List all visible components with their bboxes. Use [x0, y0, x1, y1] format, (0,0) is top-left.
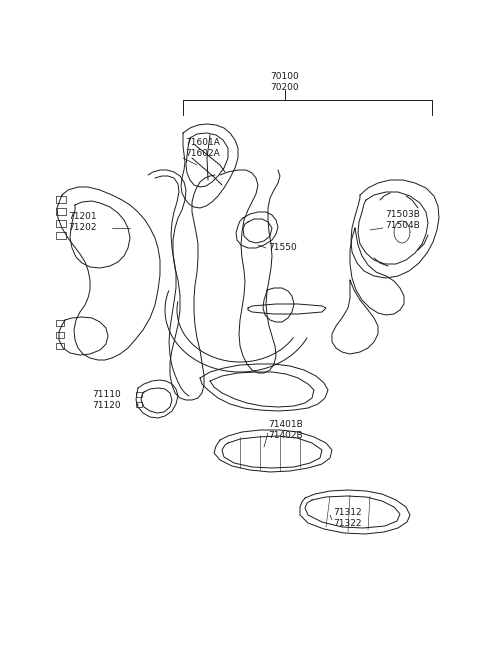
Bar [56, 196, 66, 203]
Bar [56, 343, 64, 349]
Text: 70100
70200: 70100 70200 [271, 72, 300, 92]
Bar [136, 392, 142, 397]
Text: 71201
71202: 71201 71202 [68, 213, 96, 232]
Bar [56, 232, 66, 239]
Text: 71550: 71550 [268, 243, 297, 253]
Text: 71503B
71504B: 71503B 71504B [385, 211, 420, 230]
Bar [136, 402, 142, 407]
Text: 71312
71322: 71312 71322 [333, 508, 361, 527]
Text: 71601A
71602A: 71601A 71602A [185, 138, 220, 157]
Bar [56, 332, 64, 338]
Text: 71110
71120: 71110 71120 [92, 390, 121, 410]
Text: 71401B
71402B: 71401B 71402B [268, 420, 303, 440]
Bar [56, 220, 66, 227]
Bar [56, 320, 64, 326]
Bar [56, 208, 66, 215]
